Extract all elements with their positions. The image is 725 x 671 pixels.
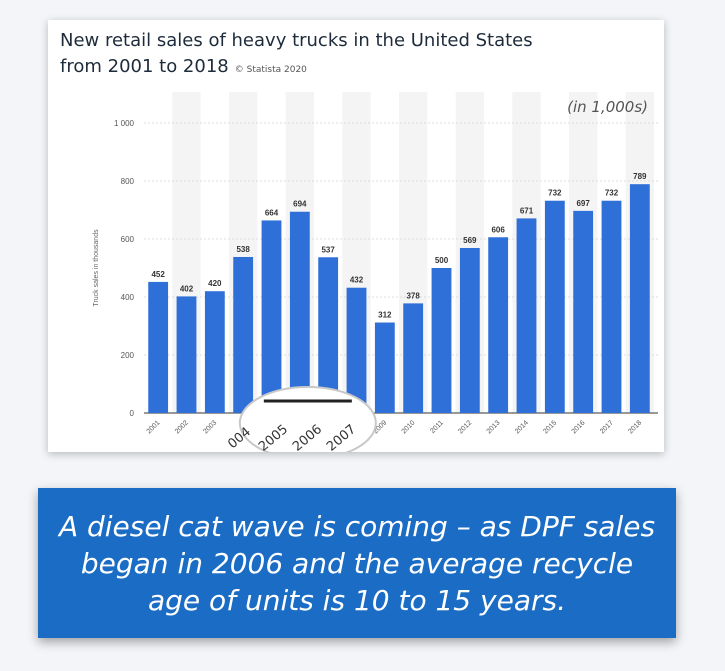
bar <box>204 291 225 413</box>
x-tick-label: 2018 <box>627 419 643 435</box>
bar <box>261 220 282 413</box>
data-label: 420 <box>208 279 222 288</box>
x-tick-label: 2017 <box>599 419 615 435</box>
bar <box>544 200 565 413</box>
bar <box>629 184 650 413</box>
data-label: 789 <box>633 172 647 181</box>
unit-note: (in 1,000s) <box>567 98 648 116</box>
x-tick-label: 2001 <box>146 419 162 435</box>
chart-title-line-2-text: from 2001 to 2018 <box>60 56 229 77</box>
data-label: 694 <box>293 200 307 209</box>
chart-title-line-2: from 2001 to 2018 © Statista 2020 <box>60 54 650 83</box>
bar <box>346 287 367 413</box>
data-label: 537 <box>321 245 335 254</box>
x-tick-label: 2013 <box>486 419 502 435</box>
bar <box>403 303 424 413</box>
data-label: 312 <box>378 311 392 320</box>
bar <box>601 200 622 413</box>
bar <box>289 211 310 413</box>
y-tick-label: 600 <box>121 235 135 244</box>
data-label: 606 <box>491 225 505 234</box>
bar <box>488 237 509 413</box>
y-tick-label: 1 000 <box>114 119 135 128</box>
y-tick-label: 0 <box>130 409 135 418</box>
data-label: 452 <box>151 270 165 279</box>
x-tick-label: 2002 <box>174 419 190 435</box>
message-banner: A diesel cat wave is coming – as DPF sal… <box>38 488 676 638</box>
bar <box>374 322 395 413</box>
bar <box>318 257 339 413</box>
data-label: 402 <box>180 284 194 293</box>
x-tick-label: 2003 <box>202 419 218 435</box>
data-label: 569 <box>463 236 477 245</box>
banner-text: A diesel cat wave is coming – as DPF sal… <box>58 509 656 617</box>
bar <box>176 296 197 413</box>
chart-title-line-1: New retail sales of heavy trucks in the … <box>60 30 533 51</box>
data-label: 538 <box>236 245 250 254</box>
bar <box>516 218 537 413</box>
y-tick-label: 200 <box>121 351 135 360</box>
data-label: 664 <box>265 208 279 217</box>
y-tick-label: 400 <box>121 293 135 302</box>
data-label: 500 <box>435 256 449 265</box>
x-tick-label: 2012 <box>457 419 473 435</box>
data-label: 432 <box>350 276 364 285</box>
y-axis-label: Truck sales in thousands <box>93 229 100 307</box>
data-label: 697 <box>576 199 590 208</box>
chart-title: New retail sales of heavy trucks in the … <box>60 28 650 83</box>
x-tick-label: 2016 <box>571 419 587 435</box>
x-tick-label: 2011 <box>429 419 445 435</box>
bar <box>431 268 452 413</box>
x-tick-label: 2014 <box>514 419 530 435</box>
y-tick-label: 800 <box>121 177 135 186</box>
chart-area: 0 200 400 600 800 1 000 Truck sales in thousan… <box>48 20 664 460</box>
bar <box>573 210 594 413</box>
x-tick-label: 2010 <box>401 419 417 435</box>
bar-chart: 0 200 400 600 800 1 000 Truck sales in thousan… <box>93 92 658 460</box>
x-tick-label: 2015 <box>542 419 558 435</box>
data-label: 378 <box>406 291 420 300</box>
data-label: 732 <box>605 189 619 198</box>
bar <box>148 281 169 413</box>
bar <box>459 247 480 413</box>
bar <box>233 256 254 413</box>
chart-credit: © Statista 2020 <box>234 65 307 75</box>
data-label: 671 <box>520 206 534 215</box>
chart-card: New retail sales of heavy trucks in the … <box>48 20 664 460</box>
data-label: 732 <box>548 189 562 198</box>
